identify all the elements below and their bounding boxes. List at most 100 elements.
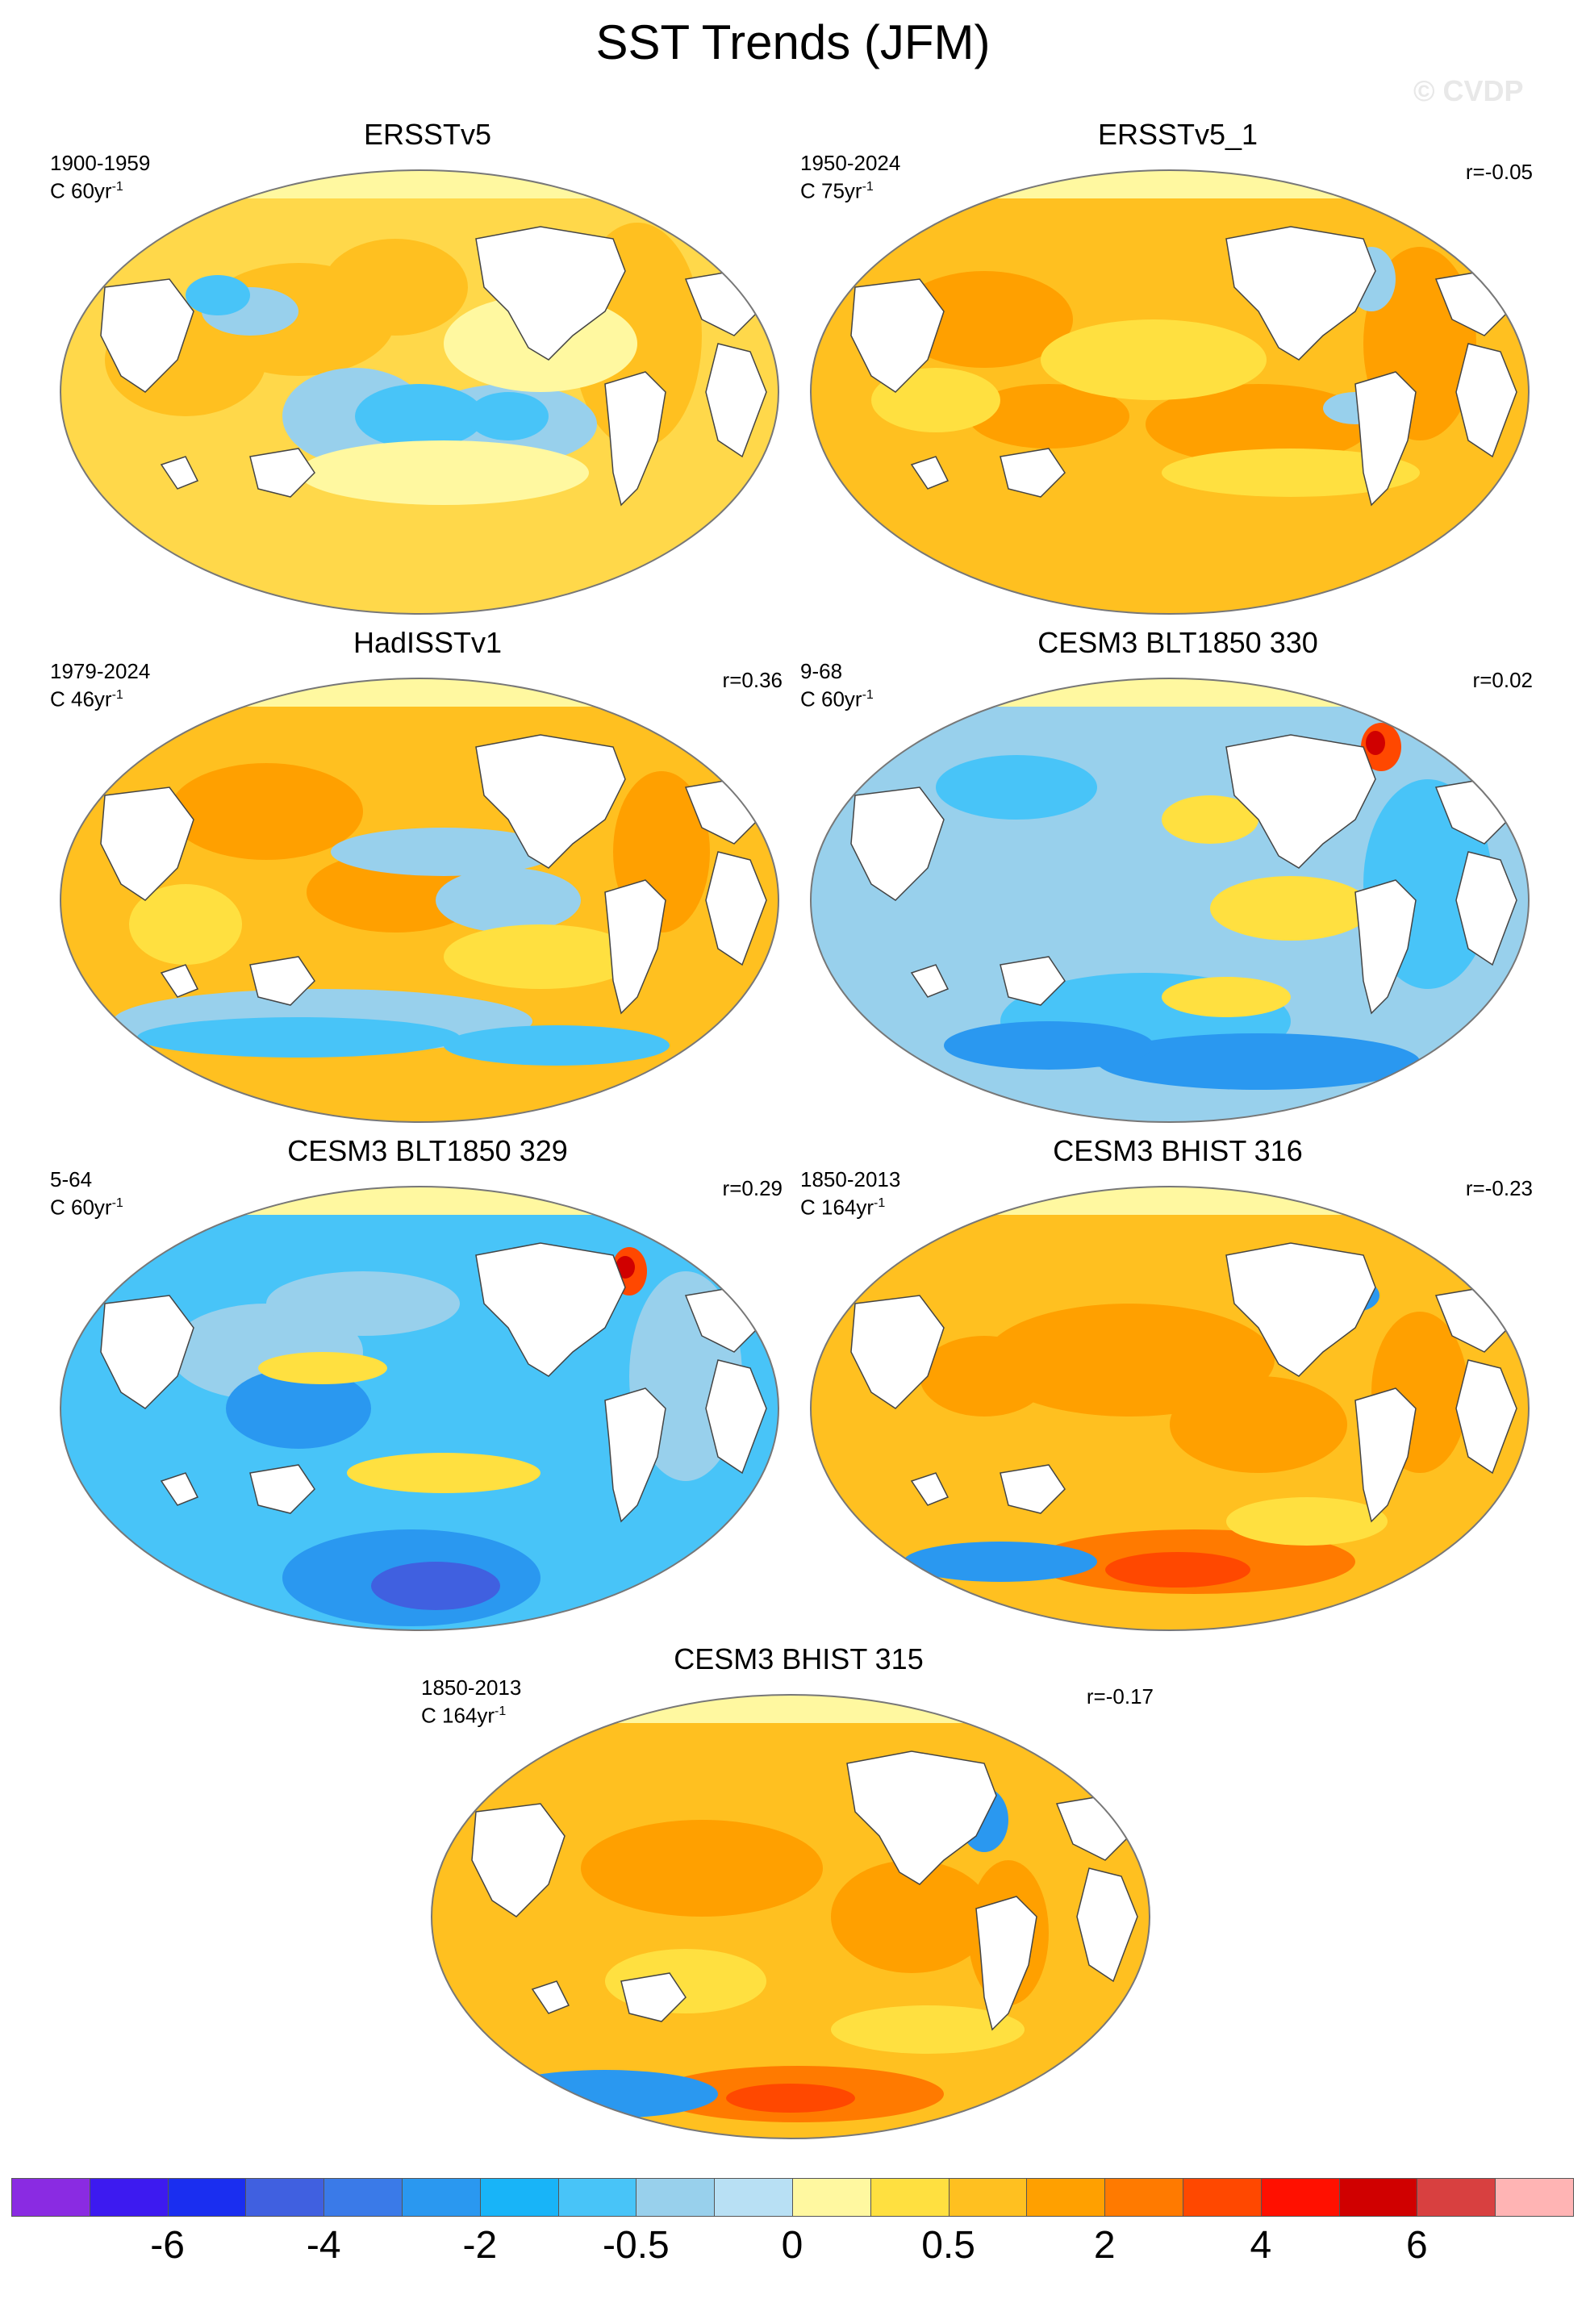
panel-period: 1950-2024 xyxy=(800,151,901,175)
colorbar-box xyxy=(1338,2178,1418,2217)
trend-anomaly xyxy=(1210,876,1371,941)
panel-period: 1850-2013 xyxy=(800,1167,901,1191)
land-mass xyxy=(160,456,199,490)
colorbar-box xyxy=(479,2178,559,2217)
land-mass xyxy=(1076,1867,1138,1983)
trend-anomaly xyxy=(468,392,549,440)
land-mass xyxy=(1455,851,1517,966)
sst-trend-map xyxy=(431,1694,1150,2139)
panel-period: 1900-1959 xyxy=(50,151,151,175)
trend-anomaly xyxy=(298,440,589,505)
colorbar-box xyxy=(1104,2178,1183,2217)
panel-units: C 46yr-1 xyxy=(50,684,123,711)
land-mass xyxy=(1000,1464,1066,1514)
trend-anomaly xyxy=(331,828,557,876)
map-border xyxy=(60,169,779,615)
colorbar-box xyxy=(948,2178,1028,2217)
trend-anomaly xyxy=(1041,319,1267,400)
panel-units: C 60yr-1 xyxy=(50,176,123,202)
land-mass xyxy=(160,1472,199,1506)
land-mass xyxy=(1354,879,1417,1015)
colorbar-box xyxy=(870,2178,950,2217)
trend-anomaly xyxy=(1226,1497,1388,1546)
panel-units: C 60yr-1 xyxy=(800,684,874,711)
trend-anomaly xyxy=(1146,384,1371,465)
panel-period: 9-68 xyxy=(800,659,843,683)
land-mass xyxy=(1225,734,1376,869)
land-mass xyxy=(910,1472,950,1506)
land-mass xyxy=(850,278,945,393)
trend-anomaly xyxy=(266,1271,460,1336)
panel-units-text: C 60yr xyxy=(50,178,112,203)
map-panel: CESM3 BHIST 315 1850-2013 C 164yr-1 r=-0.17 xyxy=(419,1642,1178,2143)
sst-trend-map xyxy=(810,1186,1530,1631)
sst-trend-map xyxy=(60,1186,779,1631)
map-panel: HadISSTv1 1979-2024 C 46yr-1 r=0.36 xyxy=(48,626,807,1126)
panel-units-exponent: -1 xyxy=(862,180,874,194)
panel-units-exponent: -1 xyxy=(111,688,123,702)
trend-anomaly xyxy=(347,1453,540,1493)
colorbar-box xyxy=(1417,2178,1496,2217)
panel-correlation: r=-0.23 xyxy=(1465,1176,1533,1200)
panel-units-exponent: -1 xyxy=(874,1196,886,1210)
panel-title: CESM3 BHIST 315 xyxy=(674,1642,924,1675)
panel-units: C 60yr-1 xyxy=(50,1192,123,1219)
colorbar-tick-label: -2 xyxy=(462,2224,498,2267)
colorbar-box xyxy=(1260,2178,1340,2217)
land-mass xyxy=(705,851,767,966)
land-mass xyxy=(475,734,626,869)
land-mass xyxy=(1354,371,1417,507)
colorbar-box xyxy=(557,2178,637,2217)
map-panel: CESM3 BHIST 316 1850-2013 C 164yr-1 r=-0.23 xyxy=(799,1134,1557,1634)
panel-units-text: C 60yr xyxy=(50,1195,112,1220)
sst-trend-map xyxy=(810,169,1530,615)
panel-units-text: C 75yr xyxy=(800,178,862,203)
arctic-band xyxy=(61,170,778,198)
land-mass xyxy=(604,371,666,507)
trend-anomaly xyxy=(1105,1552,1250,1588)
trend-anomaly xyxy=(226,1368,371,1449)
land-mass xyxy=(471,1803,566,1917)
trend-anomaly xyxy=(323,239,468,336)
colorbar-tick-label: 2 xyxy=(1093,2224,1116,2267)
land-mass xyxy=(850,1295,945,1409)
trend-anomaly xyxy=(371,1562,500,1610)
panel-period: 1979-2024 xyxy=(50,659,151,683)
trend-anomaly xyxy=(169,763,363,860)
land-mass xyxy=(249,448,315,498)
panel-units: C 164yr-1 xyxy=(421,1700,506,1727)
trend-anomaly xyxy=(1162,449,1420,497)
trend-anomaly xyxy=(129,884,242,965)
map-panel: CESM3 BLT1850 329 5-64 C 60yr-1 r=0.29 xyxy=(48,1134,807,1634)
land-mass xyxy=(1354,1387,1417,1523)
land-mass xyxy=(850,786,945,901)
land-mass xyxy=(100,1295,194,1409)
land-mass xyxy=(249,956,315,1006)
trend-anomaly xyxy=(1162,977,1291,1017)
colorbar xyxy=(11,2178,1574,2217)
colorbar-box xyxy=(1183,2178,1262,2217)
panel-units-exponent: -1 xyxy=(111,180,123,194)
colorbar-box xyxy=(1026,2178,1106,2217)
trend-anomaly xyxy=(1170,1376,1347,1473)
panel-units-exponent: -1 xyxy=(862,688,874,702)
trend-anomaly xyxy=(1097,1033,1420,1090)
land-mass xyxy=(1000,448,1066,498)
colorbar-box xyxy=(402,2178,481,2217)
panel-units-text: C 164yr xyxy=(800,1195,874,1220)
map-panel: ERSSTv5_1 1950-2024 C 75yr-1 r=-0.05 xyxy=(799,118,1557,618)
map-border xyxy=(810,1186,1530,1631)
trend-anomaly xyxy=(726,2084,855,2113)
panel-units-text: C 60yr xyxy=(800,686,862,711)
colorbar-tick-label: -0.5 xyxy=(603,2224,670,2267)
colorbar-tick-label: 0 xyxy=(781,2224,803,2267)
colorbar-box xyxy=(792,2178,871,2217)
map-panel: CESM3 BLT1850 330 9-68 C 60yr-1 r=0.02 xyxy=(799,626,1557,1126)
panel-units-exponent: -1 xyxy=(111,1196,123,1210)
trend-anomaly xyxy=(1366,731,1385,755)
trend-anomaly xyxy=(436,868,581,933)
colorbar-box xyxy=(245,2178,325,2217)
trend-anomaly xyxy=(944,1021,1154,1070)
panel-correlation: r=-0.05 xyxy=(1465,160,1533,184)
trend-anomaly xyxy=(895,271,1073,368)
